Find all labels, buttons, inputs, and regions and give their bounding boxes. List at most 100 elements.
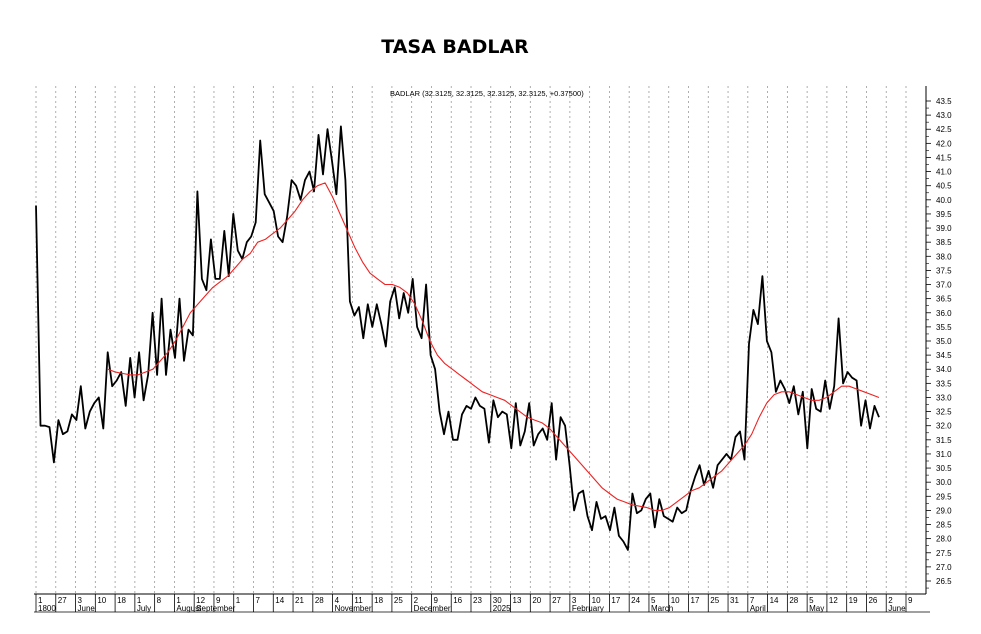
y-tick-label: 39.5 — [936, 210, 952, 219]
x-day-label: 12 — [829, 596, 838, 605]
y-tick-label: 27.0 — [936, 563, 952, 572]
x-day-label: 25 — [710, 596, 719, 605]
x-month-label: February — [572, 604, 604, 613]
y-tick-label: 43.5 — [936, 97, 952, 106]
y-tick-label: 43.0 — [936, 111, 952, 120]
x-day-label: 27 — [58, 596, 67, 605]
y-tick-label: 33.5 — [936, 379, 952, 388]
x-month-label: May — [809, 604, 824, 613]
y-tick-label: 29.0 — [936, 506, 952, 515]
x-day-label: 3 — [78, 596, 83, 605]
y-tick-label: 26.5 — [936, 577, 952, 586]
x-day-label: 13 — [513, 596, 522, 605]
y-tick-label: 40.0 — [936, 196, 952, 205]
x-day-label: 30 — [493, 596, 502, 605]
x-day-label: 1 — [137, 596, 142, 605]
x-day-label: 9 — [433, 596, 438, 605]
x-day-label: 2 — [414, 596, 419, 605]
x-month-label: August — [176, 604, 202, 613]
y-tick-label: 38.0 — [936, 252, 952, 261]
x-day-label: 9 — [216, 596, 221, 605]
x-month-label: 1800 — [38, 604, 56, 613]
x-day-label: 7 — [256, 596, 261, 605]
y-tick-label: 42.5 — [936, 125, 952, 134]
x-day-label: 5 — [651, 596, 656, 605]
x-day-label: 17 — [691, 596, 700, 605]
y-tick-label: 30.5 — [936, 464, 952, 473]
x-month-label: April — [750, 604, 766, 613]
y-tick-label: 37.0 — [936, 281, 952, 290]
grid-lines — [35, 86, 907, 594]
x-day-label: 2 — [888, 596, 893, 605]
y-tick-label: 37.5 — [936, 266, 952, 275]
y-tick-label: 29.5 — [936, 492, 952, 501]
y-tick-label: 31.0 — [936, 450, 952, 459]
y-tick-label: 41.0 — [936, 168, 952, 177]
x-day-label: 1 — [176, 596, 181, 605]
y-tick-label: 39.0 — [936, 224, 952, 233]
y-tick-label: 35.0 — [936, 337, 952, 346]
x-day-label: 19 — [849, 596, 858, 605]
legend-text: BADLAR (32.3125, 32.3125, 32.3125, 32.31… — [390, 89, 584, 98]
x-day-label: 17 — [611, 596, 620, 605]
x-month-label: September — [196, 604, 235, 613]
x-day-label: 25 — [394, 596, 403, 605]
y-tick-label: 32.0 — [936, 422, 952, 431]
x-month-label: June — [78, 604, 96, 613]
x-day-label: 26 — [868, 596, 877, 605]
x-day-label: 10 — [97, 596, 106, 605]
y-tick-label: 38.5 — [936, 238, 952, 247]
y-tick-label: 28.5 — [936, 521, 952, 530]
x-day-label: 20 — [532, 596, 541, 605]
x-day-label: 18 — [117, 596, 126, 605]
x-day-label: 18 — [374, 596, 383, 605]
x-day-label: 8 — [157, 596, 162, 605]
x-day-label: 23 — [473, 596, 482, 605]
y-tick-label: 42.0 — [936, 139, 952, 148]
x-month-label: November — [335, 604, 372, 613]
x-axis-ticks: 1 27 3 10 18 1 8 1 12 9 1 7 14 21 28 4 11 18 25 2 9 16 23 30 13 2… — [35, 594, 913, 613]
y-tick-label: 34.5 — [936, 351, 952, 360]
y-tick-label: 31.5 — [936, 436, 952, 445]
x-day-label: 31 — [730, 596, 739, 605]
y-tick-label: 28.0 — [936, 535, 952, 544]
x-day-label: 10 — [671, 596, 680, 605]
x-month-label: June — [888, 604, 906, 613]
x-day-label: 12 — [196, 596, 205, 605]
x-day-label: 14 — [770, 596, 779, 605]
y-tick-label: 35.5 — [936, 323, 952, 332]
x-day-label: 14 — [275, 596, 284, 605]
x-day-label: 10 — [592, 596, 601, 605]
y-tick-label: 36.0 — [936, 309, 952, 318]
y-tick-label: 27.5 — [936, 549, 952, 558]
x-day-label: 1 — [38, 596, 43, 605]
series-lines — [35, 125, 880, 551]
axes — [34, 86, 930, 613]
x-month-label: December — [414, 604, 451, 613]
x-month-label: July — [137, 604, 151, 613]
x-day-label: 7 — [750, 596, 755, 605]
chart-title: TASA BADLAR — [381, 36, 529, 58]
y-tick-label: 41.5 — [936, 153, 952, 162]
x-day-label: 24 — [631, 596, 640, 605]
y-tick-label: 34.0 — [936, 365, 952, 374]
x-day-label: 28 — [315, 596, 324, 605]
x-day-label: 5 — [809, 596, 814, 605]
y-axis-ticks: 26.5 27.0 27.5 28.0 28.5 29.0 29.5 30.0 30.5 31.0… — [926, 97, 952, 589]
x-month-label: 2025 — [493, 604, 511, 613]
y-tick-label: 33.0 — [936, 393, 952, 402]
y-tick-label: 36.5 — [936, 295, 952, 304]
x-day-label: 1 — [236, 596, 241, 605]
x-day-label: 21 — [295, 596, 304, 605]
x-day-label: 27 — [552, 596, 561, 605]
moving-average-line — [107, 182, 880, 511]
x-day-label: 9 — [908, 596, 913, 605]
y-tick-label: 32.5 — [936, 408, 952, 417]
y-tick-label: 40.5 — [936, 182, 952, 191]
badlar-series-line — [35, 125, 880, 551]
x-day-label: 4 — [335, 596, 340, 605]
x-month-label: March — [651, 604, 673, 613]
x-day-label: 28 — [789, 596, 798, 605]
y-tick-label: 30.0 — [936, 478, 952, 487]
